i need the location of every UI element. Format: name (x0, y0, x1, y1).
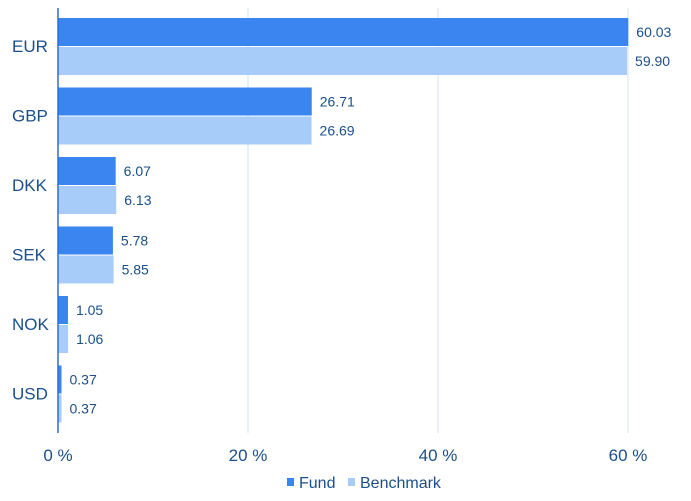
bar-benchmark-gbp (58, 116, 312, 145)
value-label: 1.05 (76, 302, 103, 318)
value-label: 5.78 (121, 233, 148, 249)
bar-benchmark-sek (58, 255, 114, 284)
value-label: 60.03 (636, 24, 671, 40)
value-label: 1.06 (76, 331, 103, 347)
bar-benchmark-usd (58, 394, 62, 423)
bar-fund-gbp (58, 87, 312, 116)
bar-fund-nok (58, 296, 68, 324)
category-label: EUR (12, 37, 48, 56)
x-tick-labels: 0 % 20 % 40 % 60 % (43, 446, 647, 465)
x-tick-label: 40 % (419, 446, 458, 465)
gridlines (247, 8, 629, 433)
legend-label-benchmark: Benchmark (360, 475, 442, 492)
legend: Fund Benchmark (287, 475, 442, 492)
x-tick-label: 0 % (43, 446, 72, 465)
bar-benchmark-nok (58, 325, 69, 353)
value-label: 6.07 (124, 163, 151, 179)
bars (58, 18, 629, 423)
category-label: DKK (12, 176, 48, 195)
x-tick-label: 60 % (609, 446, 648, 465)
value-label: 6.13 (124, 192, 151, 208)
value-label: 26.69 (320, 123, 355, 139)
bar-fund-dkk (58, 157, 116, 185)
bar-benchmark-eur (58, 47, 628, 75)
value-label: 26.71 (320, 94, 355, 110)
value-label: 5.85 (122, 262, 149, 278)
category-label: USD (12, 385, 48, 404)
legend-swatch-benchmark (348, 478, 355, 486)
bar-fund-usd (58, 365, 62, 394)
category-label: SEK (12, 246, 47, 265)
value-labels: 60.03 59.90 26.71 26.69 6.07 6.13 5.78 5.85 1.05… (70, 24, 672, 417)
legend-label-fund: Fund (299, 475, 335, 492)
category-labels: EUR GBP DKK SEK NOK USD (12, 37, 50, 404)
value-label: 59.90 (635, 53, 670, 69)
value-label: 0.37 (70, 401, 97, 417)
bar-fund-eur (58, 18, 629, 46)
bar-fund-sek (58, 226, 113, 255)
legend-swatch-fund (287, 478, 294, 486)
value-label: 0.37 (70, 372, 97, 388)
bar-benchmark-dkk (58, 186, 117, 214)
category-label: GBP (12, 107, 48, 126)
x-tick-label: 20 % (229, 446, 268, 465)
category-label: NOK (12, 315, 50, 334)
